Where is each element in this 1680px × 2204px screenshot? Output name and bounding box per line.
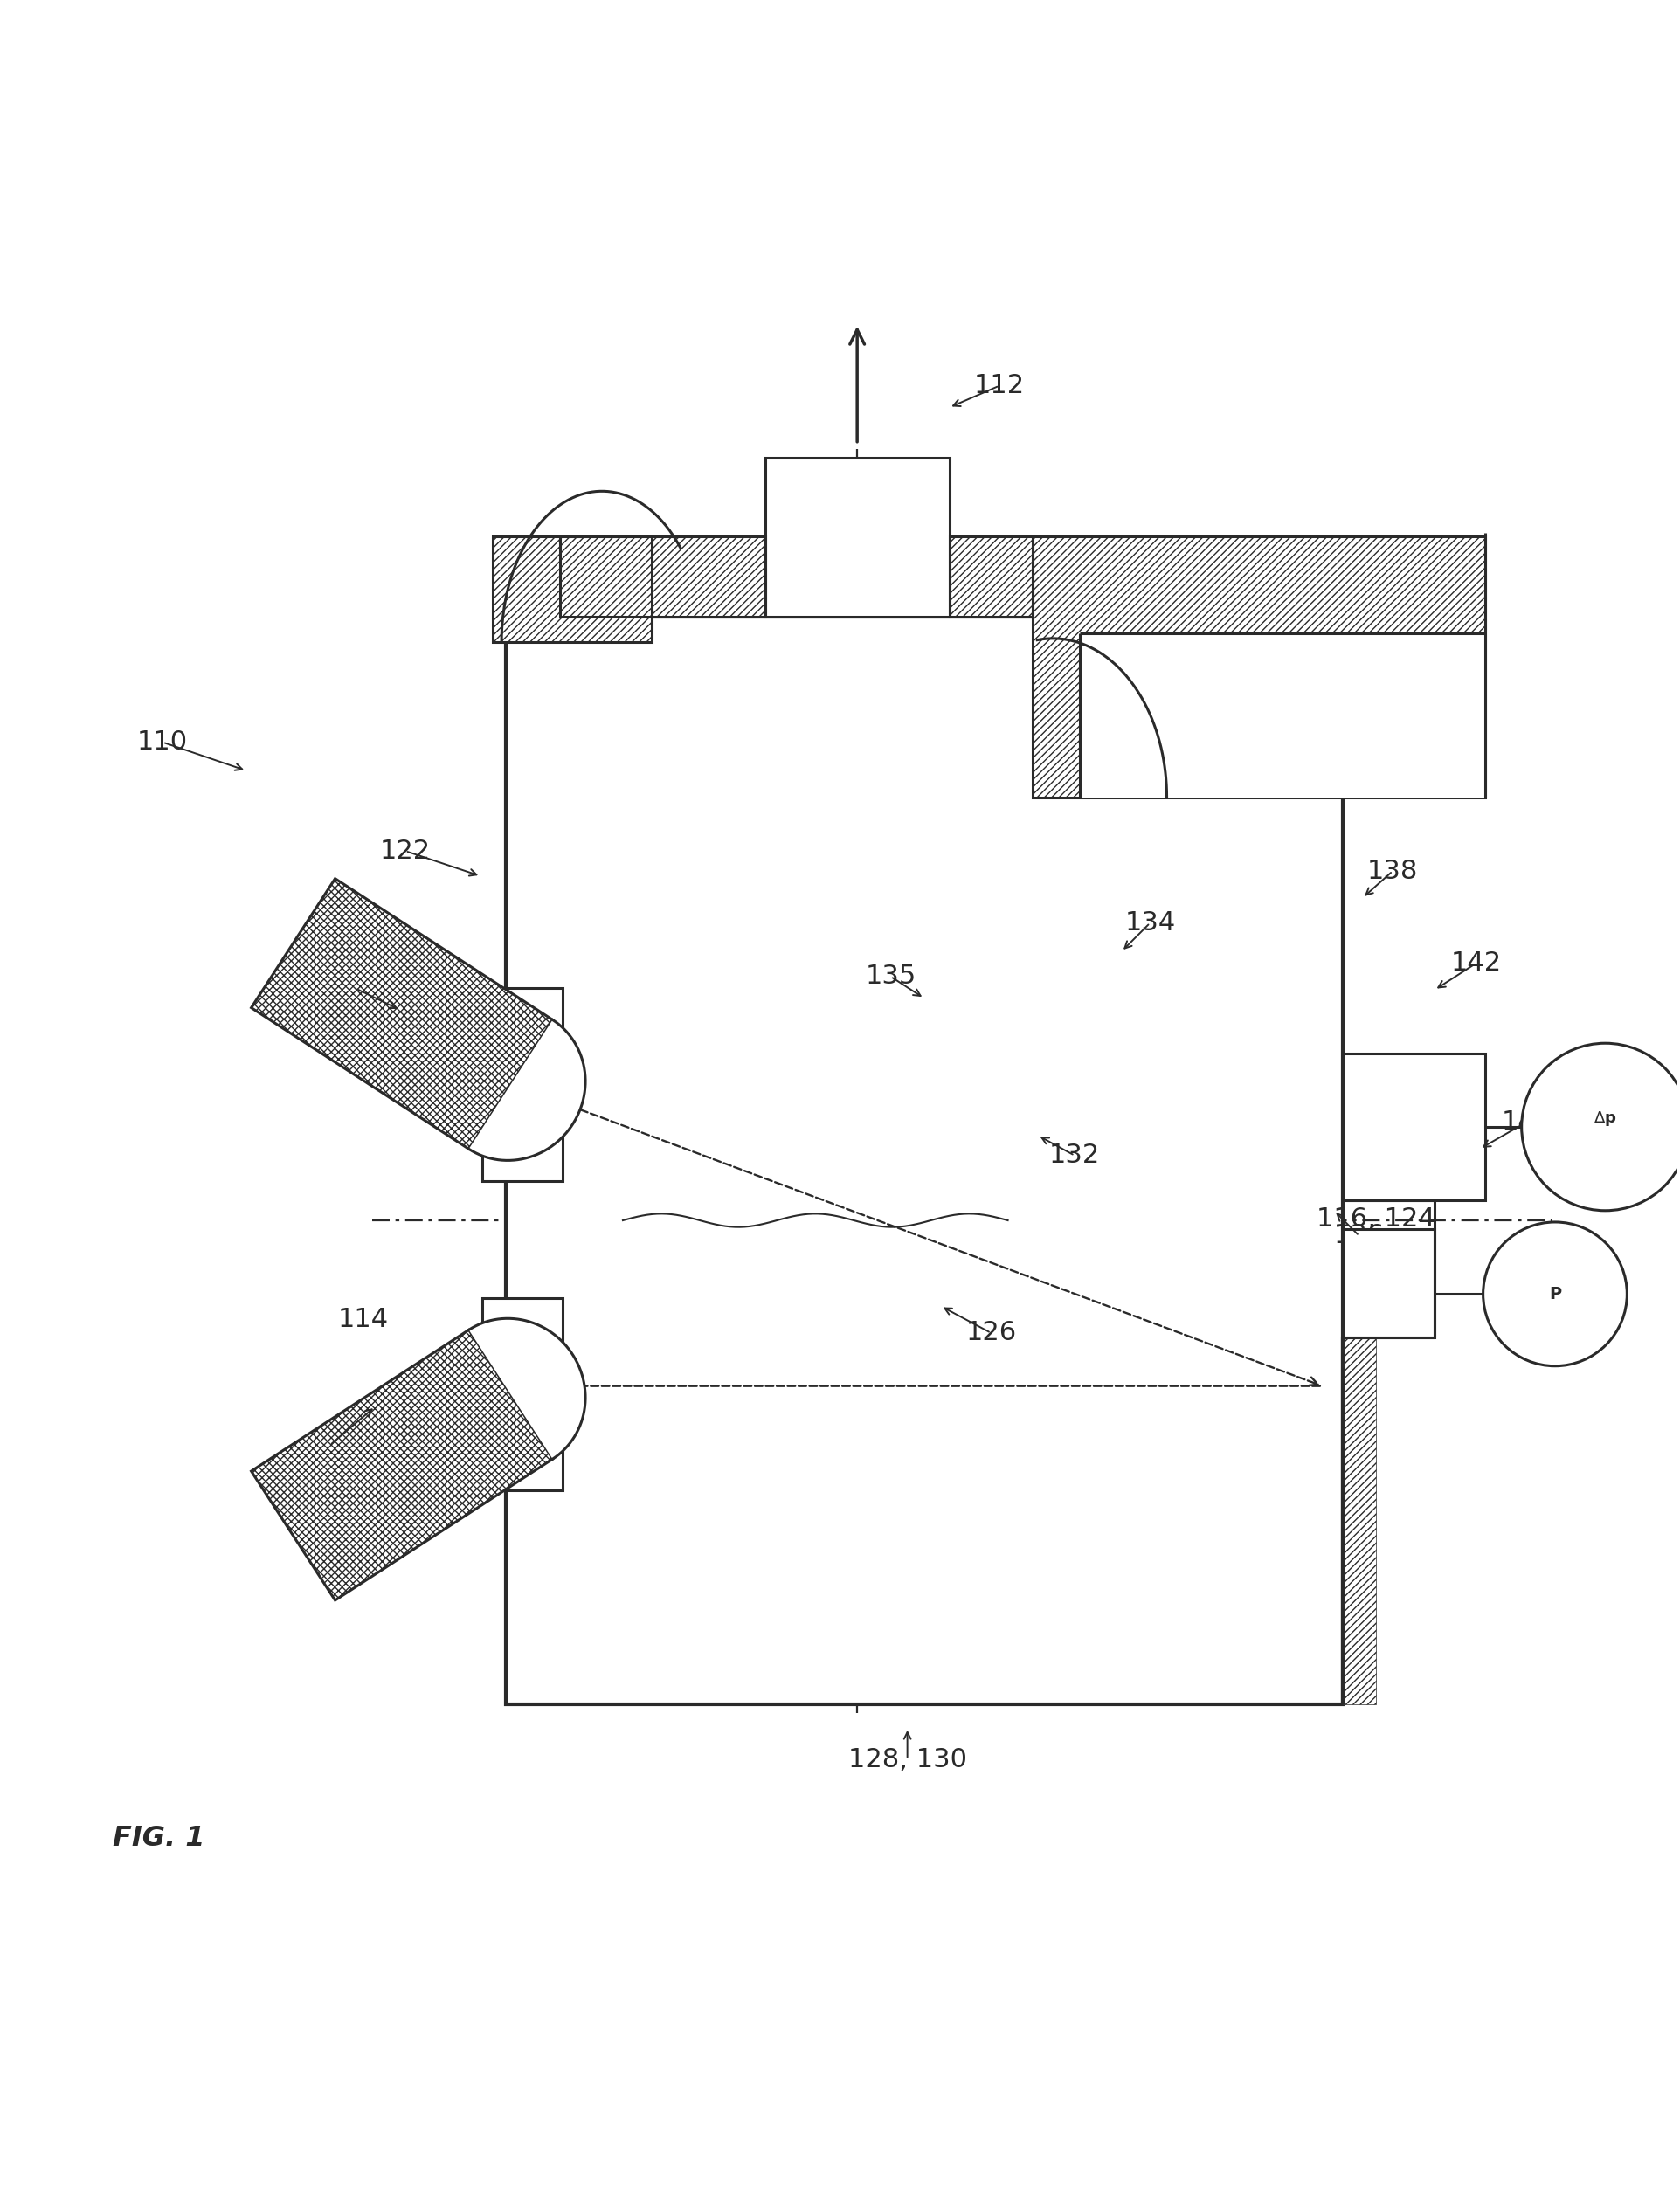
Text: 114: 114	[338, 1045, 388, 1069]
Polygon shape	[469, 1020, 585, 1162]
Text: $\Delta$p: $\Delta$p	[1593, 1109, 1616, 1128]
Bar	[1342, 1311, 1433, 1338]
Polygon shape	[469, 1318, 585, 1459]
Circle shape	[1520, 1042, 1680, 1210]
Bar	[949, 536, 1033, 617]
Bar	[559, 536, 764, 617]
Text: 136: 136	[1334, 1223, 1384, 1247]
Text: 114: 114	[338, 1307, 388, 1331]
Text: 126: 126	[966, 1320, 1016, 1347]
Bar	[1033, 536, 1483, 798]
Bar	[1033, 536, 1483, 798]
Polygon shape	[250, 879, 553, 1148]
Text: 122: 122	[380, 838, 430, 864]
Bar	[492, 536, 650, 641]
Polygon shape	[250, 1329, 553, 1600]
Text: 142: 142	[1450, 950, 1500, 976]
Bar	[949, 536, 1033, 617]
Text: 132: 132	[1048, 1144, 1100, 1168]
Text: 118: 118	[304, 1433, 354, 1457]
Text: 110: 110	[138, 730, 188, 756]
Bar	[482, 987, 563, 1181]
Text: 128, 130: 128, 130	[847, 1748, 966, 1772]
Text: 140: 140	[1500, 1109, 1551, 1135]
Bar	[559, 536, 764, 617]
Text: P: P	[1547, 1285, 1561, 1303]
Bar	[506, 617, 1342, 1704]
Bar	[912, 458, 949, 617]
Text: 120: 120	[329, 976, 380, 1001]
Text: 138: 138	[1366, 857, 1418, 884]
Bar	[482, 1298, 563, 1490]
Bar	[1342, 1230, 1433, 1338]
Bar	[1342, 1170, 1483, 1201]
Text: 112: 112	[973, 372, 1025, 399]
Bar	[1342, 1338, 1376, 1704]
Bar	[764, 458, 949, 617]
Text: 135: 135	[865, 963, 916, 990]
Bar	[492, 536, 650, 641]
Text: 116, 124: 116, 124	[1315, 1206, 1435, 1232]
Text: FIG. 1: FIG. 1	[113, 1825, 205, 1851]
Bar	[1342, 1230, 1433, 1254]
Bar	[1079, 633, 1483, 798]
Bar	[1342, 1054, 1483, 1201]
Bar	[1342, 1054, 1483, 1084]
Circle shape	[1482, 1221, 1626, 1366]
Bar	[764, 458, 801, 617]
Text: 134: 134	[1124, 910, 1174, 937]
